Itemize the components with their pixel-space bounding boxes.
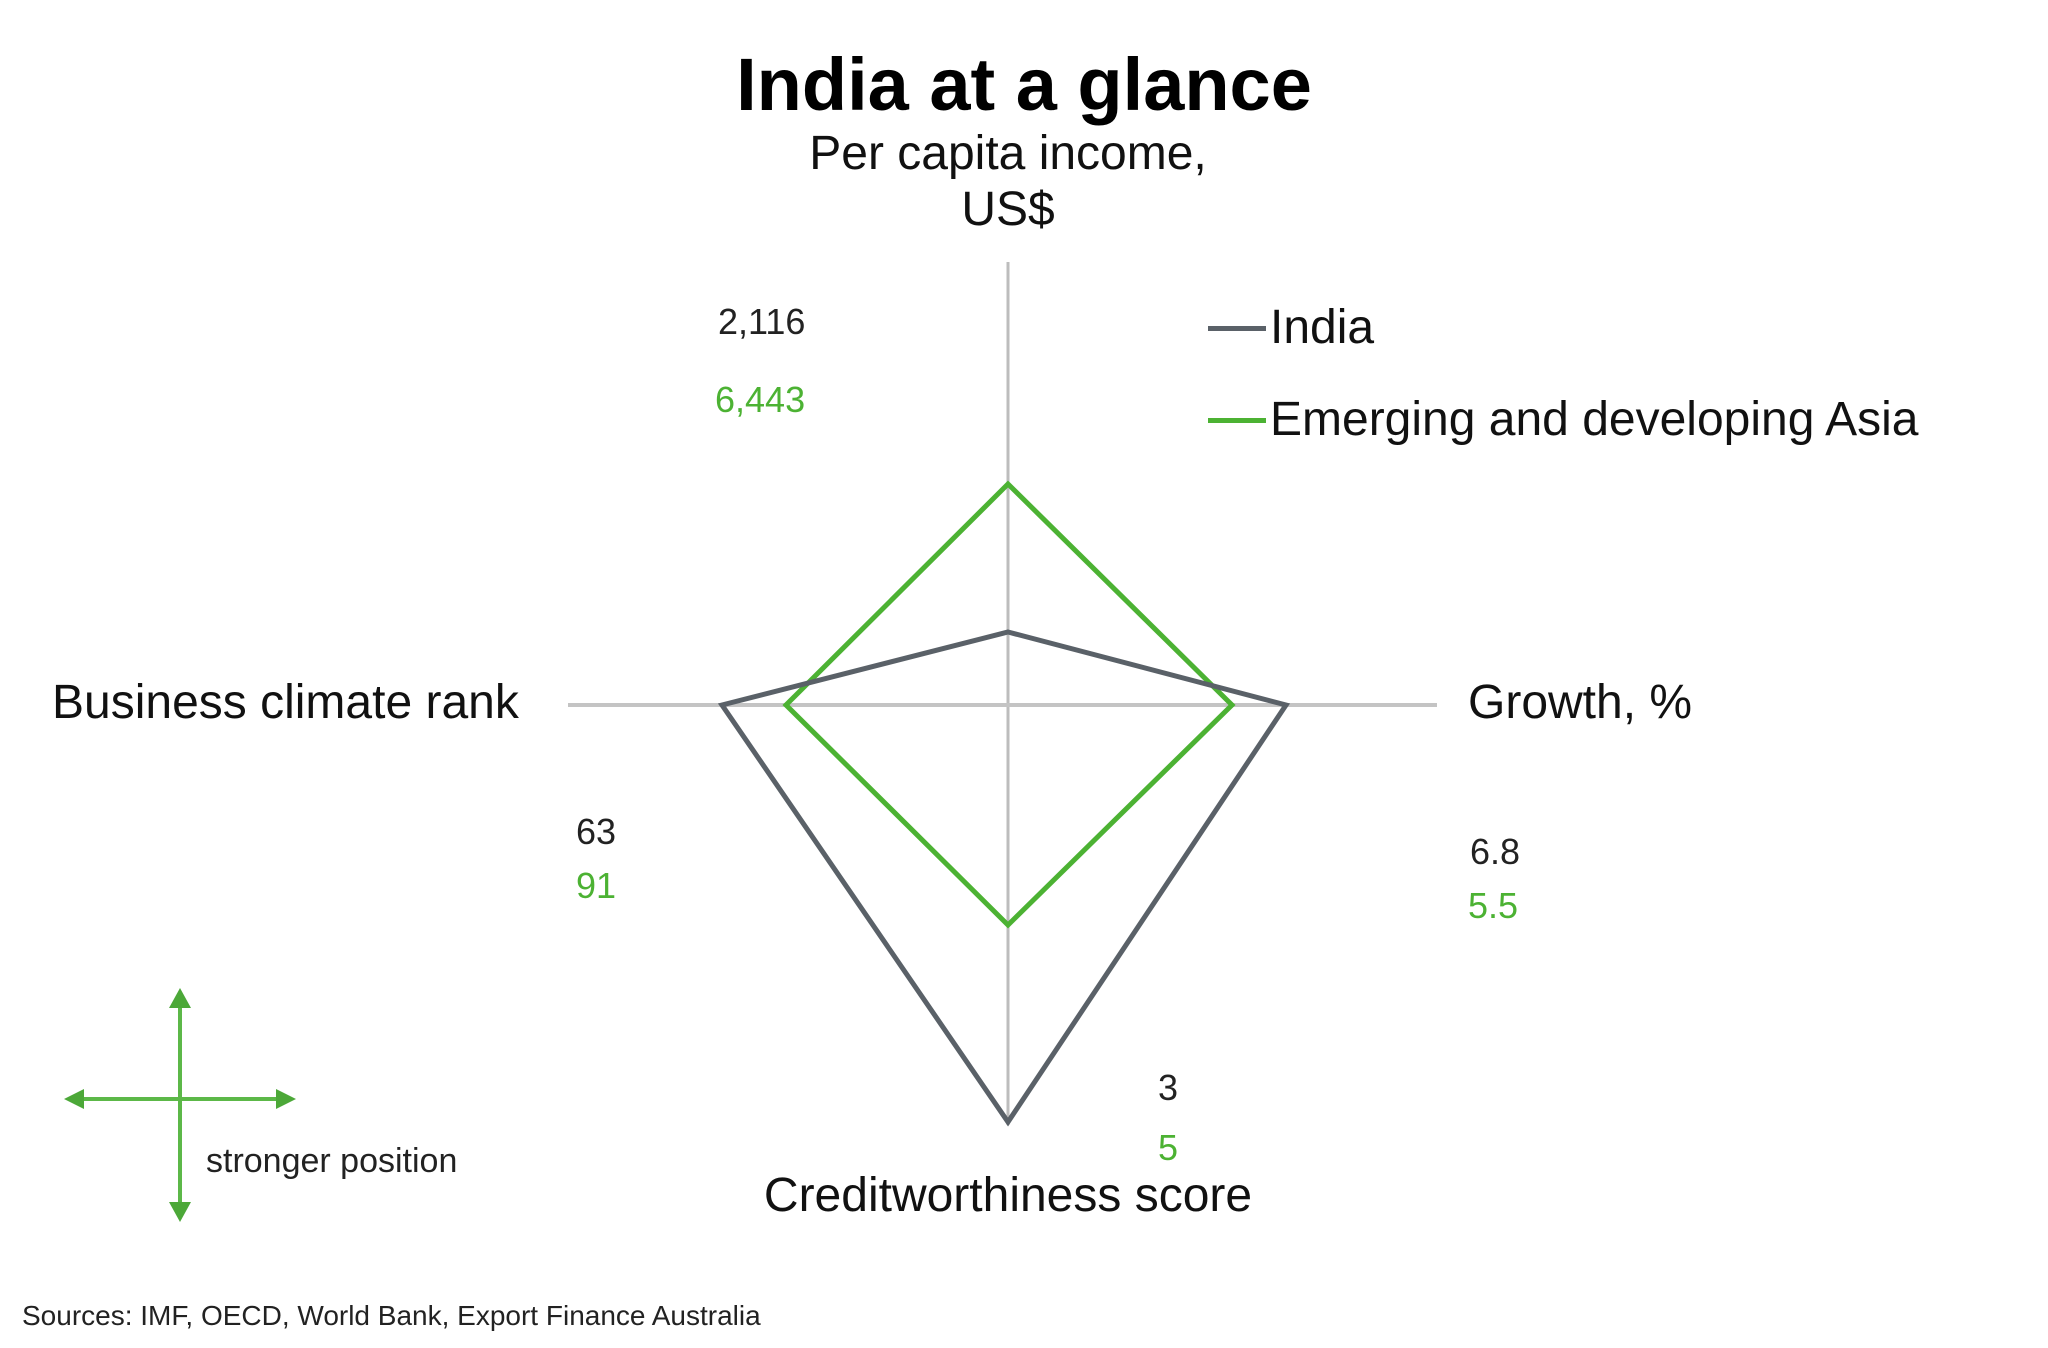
legend-item-asia: Emerging and developing Asia	[1208, 392, 1918, 448]
value-india-per-capita-income: 2,116	[718, 301, 806, 342]
axis-label-creditworthiness: Creditworthiness score	[763, 1169, 1253, 1222]
legend-swatch-asia-icon	[1208, 417, 1266, 423]
legend-label-asia: Emerging and developing Asia	[1270, 393, 1919, 446]
value-asia-business-climate: 91	[576, 865, 617, 906]
axis-label-business-climate: Business climate rank	[52, 676, 519, 729]
source-note: Sources: IMF, OECD, World Bank, Export F…	[22, 1300, 761, 1331]
axis-label-growth: Growth, %	[1468, 676, 1693, 729]
axis-label-top-line1: Per capita income,	[809, 127, 1207, 180]
series-asia-polygon	[782, 480, 1236, 929]
value-india-growth: 6.8	[1470, 831, 1521, 872]
value-asia-per-capita-income: 6,443	[715, 379, 806, 420]
series-india-polygon	[717, 629, 1291, 1127]
value-asia-growth: 5.5	[1468, 885, 1519, 926]
value-asia-creditworthiness: 5	[1158, 1127, 1179, 1168]
legend: India Emerging and developing Asia	[1208, 300, 1918, 448]
stronger-position-arrows-icon	[64, 988, 296, 1222]
axis-label-top-line2: US$	[961, 183, 1055, 236]
value-india-business-climate: 63	[576, 811, 617, 852]
axis-label-per-capita-income: Per capita income, US$	[758, 126, 1258, 238]
legend-item-india: India	[1208, 300, 1918, 356]
stronger-position-note: stronger position	[206, 1142, 458, 1180]
legend-swatch-india-icon	[1208, 325, 1266, 331]
legend-label-india: India	[1270, 301, 1375, 354]
chart-title: India at a glance	[736, 43, 1312, 126]
value-india-creditworthiness: 3	[1158, 1067, 1179, 1108]
